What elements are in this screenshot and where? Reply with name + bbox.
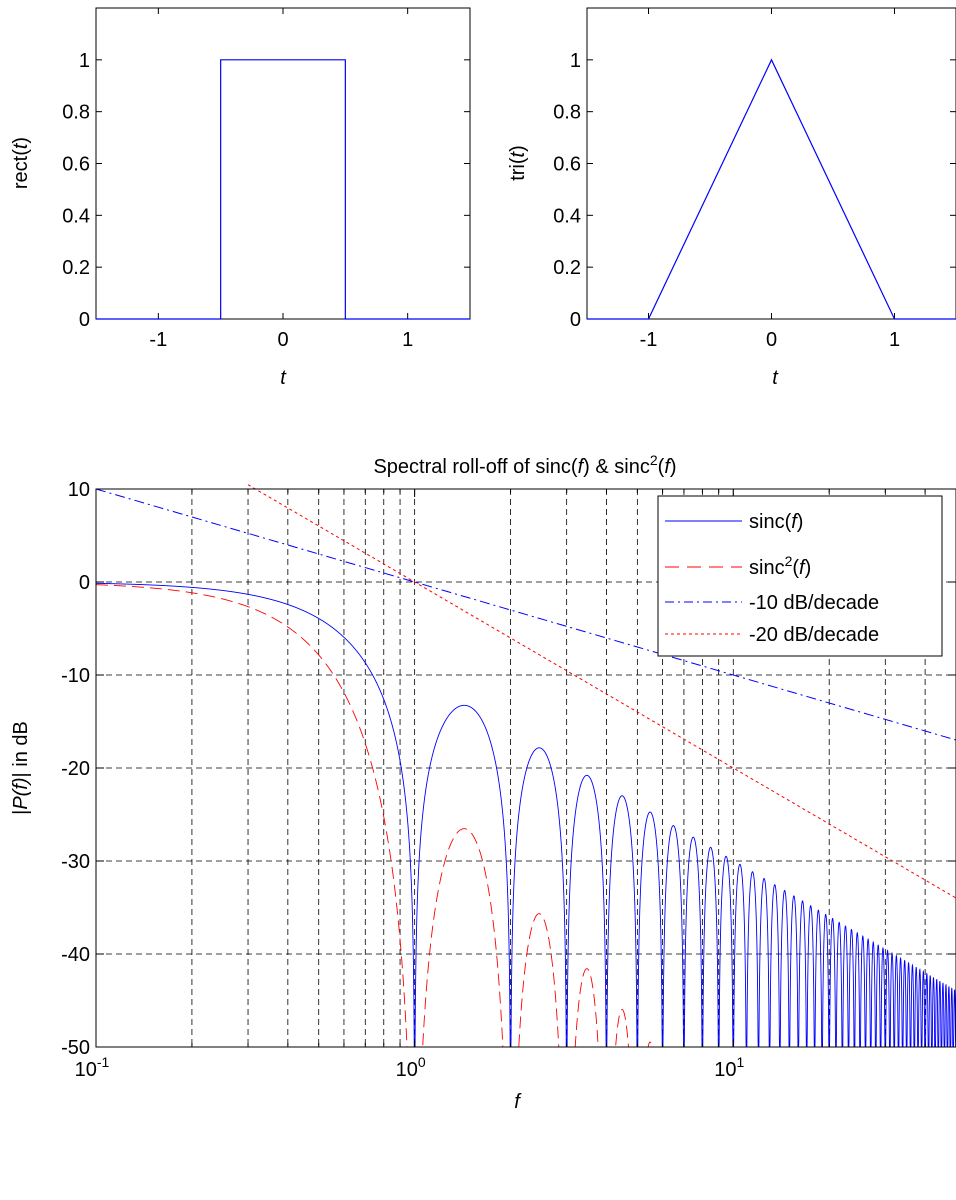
tri-plot-area xyxy=(586,7,956,320)
y-tick-label: -20 xyxy=(61,758,90,780)
legend-entry-sinc2: sinc2(f) xyxy=(665,553,811,579)
legend: sinc(f) sinc2(f) -10 dB/decade -20 dB/de… xyxy=(657,495,943,657)
legend-label-10db: -10 dB/decade xyxy=(749,592,879,614)
rect-subplot: -1 0 1 0 0.2 0.4 0.6 0.8 1 t rect(t) xyxy=(10,7,471,389)
rect-x-tick-label: 0 xyxy=(277,329,288,351)
spectrum-subplot: Spectral roll-off of sinc(f) & sinc2(f) … xyxy=(10,452,956,1113)
y-tick-label: -40 xyxy=(61,944,90,966)
series-minus-10db-per-decade xyxy=(95,488,956,741)
spectrum-series xyxy=(95,484,956,1048)
legend-label-sinc: sinc(f) xyxy=(749,511,803,533)
spectrum-axis-ticks: 10-1 100 101 -50 -40 -30 -20 -10 0 10 xyxy=(61,479,956,1081)
rect-y-label: rect(t) xyxy=(10,137,32,189)
x-tick-label: 10-1 xyxy=(75,1054,110,1081)
legend-label-20db: -20 dB/decade xyxy=(749,624,879,646)
tri-x-tick-label: 1 xyxy=(889,329,900,351)
tri-y-tick-label: 1 xyxy=(570,50,581,72)
tri-curve xyxy=(587,58,956,320)
rect-y-tick-label: 0.8 xyxy=(62,102,90,124)
tri-axis-ticks: -1 0 1 0 0.2 0.4 0.6 0.8 1 xyxy=(553,8,956,351)
tri-subplot: -1 0 1 0 0.2 0.4 0.6 0.8 1 t tri(t) xyxy=(507,7,956,389)
tri-y-tick-label: 0.6 xyxy=(553,154,581,176)
tri-y-tick-label: 0.2 xyxy=(553,257,581,279)
rect-y-tick-label: 1 xyxy=(79,50,90,72)
rect-axis-ticks: -1 0 1 0 0.2 0.4 0.6 0.8 1 xyxy=(62,8,470,351)
rect-x-tick-label: 1 xyxy=(402,329,413,351)
series-sinc-squared xyxy=(96,584,956,1048)
legend-entry-10db: -10 dB/decade xyxy=(665,592,879,614)
tri-y-tick-label: 0 xyxy=(570,309,581,331)
tri-y-tick-label: 0.4 xyxy=(553,205,581,227)
y-tick-label: -10 xyxy=(61,665,90,687)
rect-y-tick-label: 0.2 xyxy=(62,257,90,279)
legend-label-sinc2: sinc2(f) xyxy=(749,553,811,579)
x-tick-label: 100 xyxy=(396,1054,426,1081)
series-sinc xyxy=(95,582,956,1048)
rect-x-tick-label: -1 xyxy=(149,329,167,351)
spectrum-title: Spectral roll-off of sinc(f) & sinc2(f) xyxy=(373,452,676,478)
tri-x-tick-label: 0 xyxy=(766,329,777,351)
rect-x-label: t xyxy=(280,367,287,389)
spectrum-x-label: f xyxy=(514,1091,522,1113)
y-tick-label: 10 xyxy=(68,479,90,501)
rect-y-tick-label: 0 xyxy=(79,309,90,331)
rect-y-tick-label: 0.4 xyxy=(62,205,90,227)
y-tick-label: 0 xyxy=(79,572,90,594)
y-tick-label: -30 xyxy=(61,851,90,873)
tri-x-label: t xyxy=(772,367,779,389)
rect-curve xyxy=(96,59,470,320)
tri-y-label: tri(t) xyxy=(507,145,529,181)
series-minus-20db-per-decade xyxy=(247,484,956,899)
x-tick-label: 101 xyxy=(714,1054,744,1081)
rect-y-tick-label: 0.6 xyxy=(62,154,90,176)
tri-y-tick-label: 0.8 xyxy=(553,102,581,124)
y-tick-label: -50 xyxy=(61,1037,90,1059)
legend-box xyxy=(657,495,943,657)
tri-x-tick-label: -1 xyxy=(640,329,658,351)
rect-plot-area xyxy=(95,7,471,320)
legend-entry-20db: -20 dB/decade xyxy=(665,624,879,646)
legend-entry-sinc: sinc(f) xyxy=(665,511,803,533)
spectrum-y-label: |P(f)| in dB xyxy=(10,721,32,815)
